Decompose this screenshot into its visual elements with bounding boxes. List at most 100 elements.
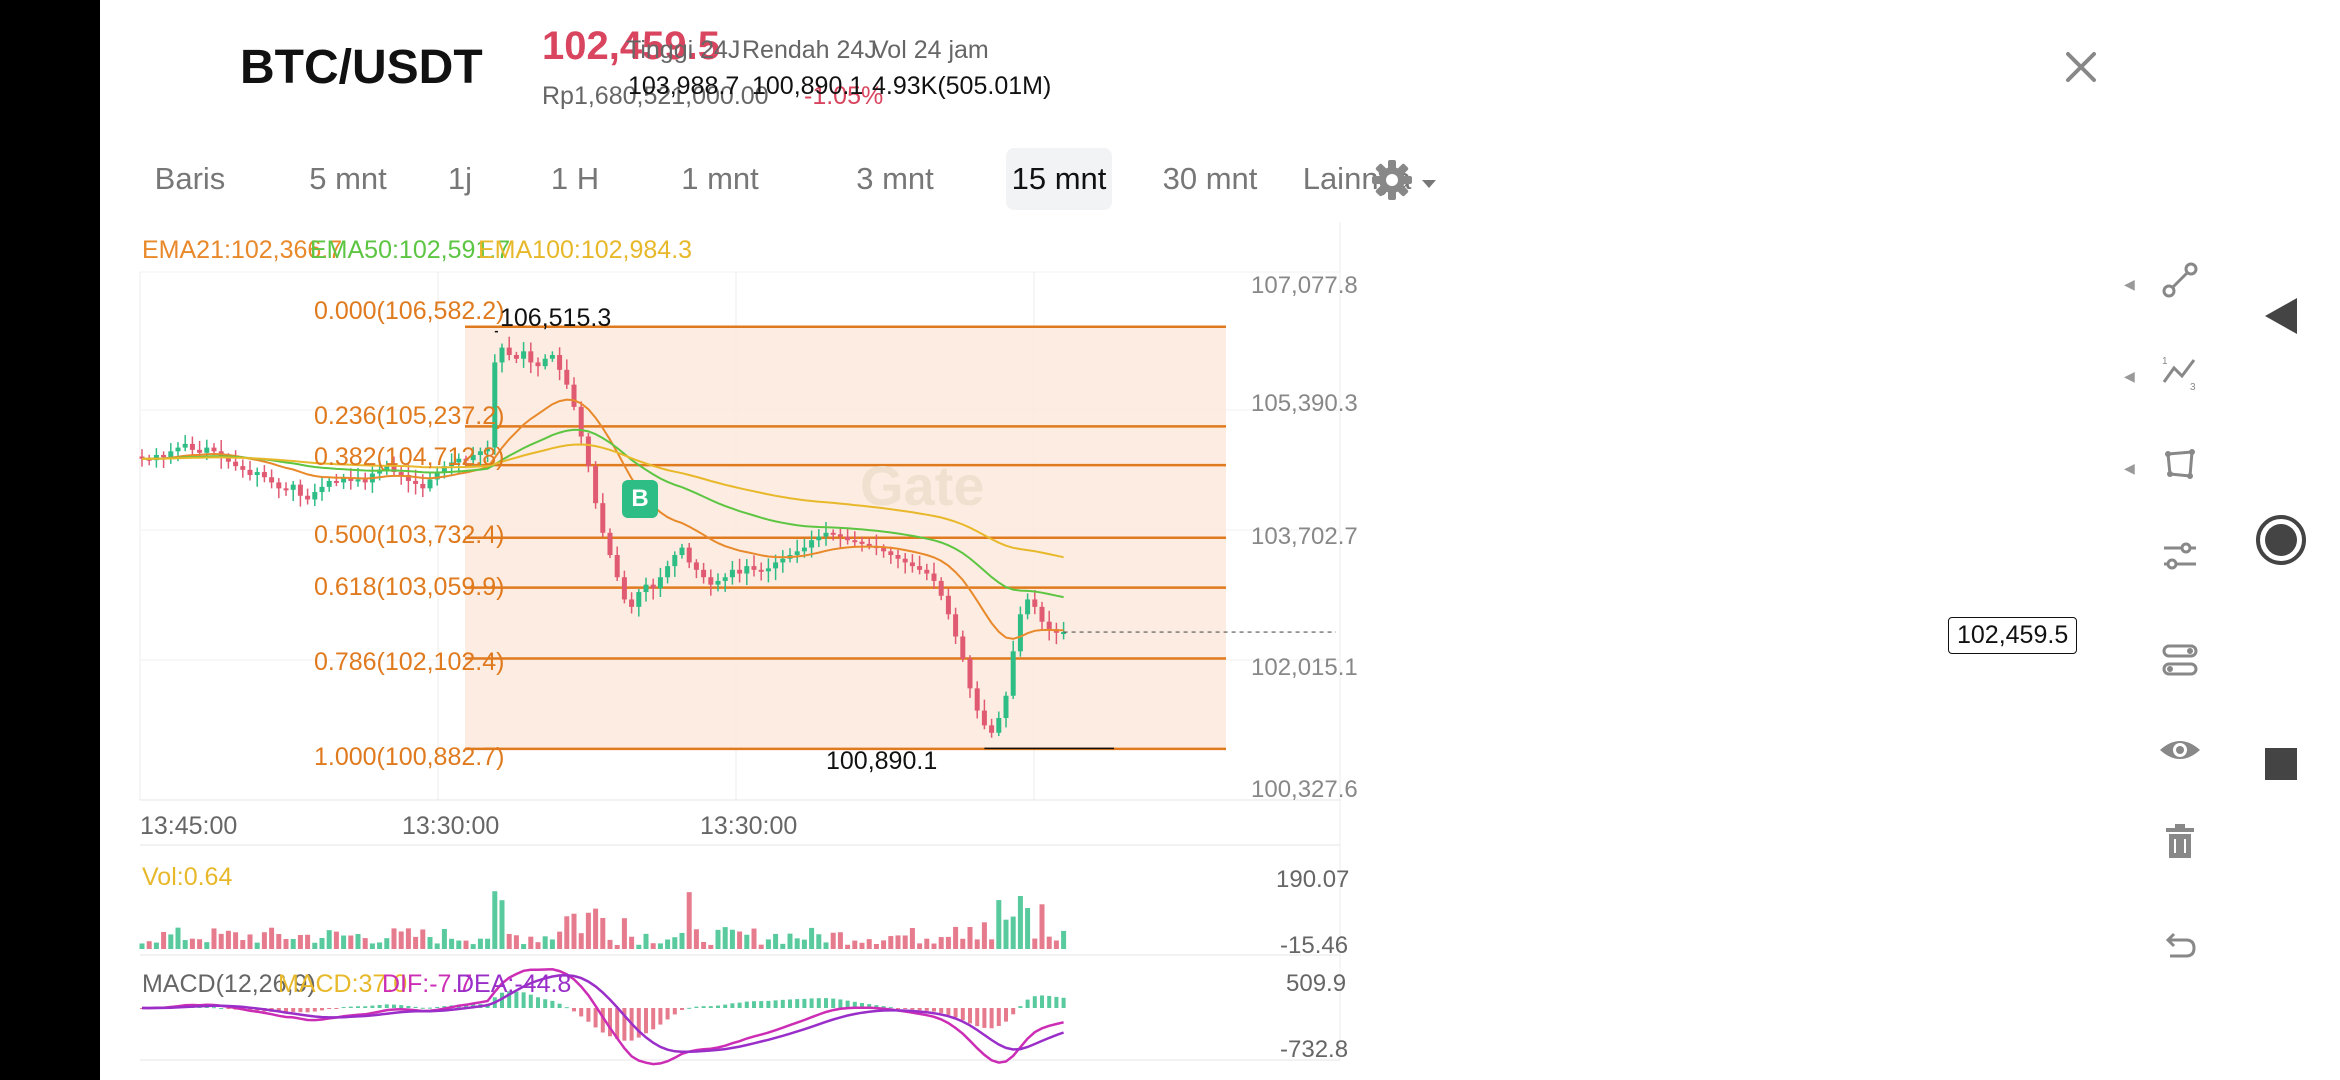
tab-3-mnt[interactable]: 3 mnt	[856, 161, 934, 196]
recents-icon[interactable]	[2222, 724, 2340, 804]
candle	[845, 527, 851, 545]
volume-bar	[873, 943, 879, 949]
stat-vol-value: 4.93K(505.01M)	[872, 72, 1052, 100]
price-axis-label: 107,077.8	[1251, 272, 1358, 299]
volume-bar	[521, 944, 527, 949]
candle	[830, 529, 836, 541]
tab-1j[interactable]: 1j	[447, 161, 473, 196]
candle	[629, 592, 635, 614]
macd-histogram-bar	[716, 1005, 720, 1008]
tab-15-mnt[interactable]: 15 mnt	[1006, 148, 1112, 210]
volume-bar	[1003, 919, 1009, 949]
back-icon[interactable]	[2222, 276, 2340, 356]
volume-bar	[564, 916, 570, 949]
macd-histogram-bar	[420, 1007, 425, 1009]
price-change: -1.05%	[804, 82, 884, 110]
volume-bar	[391, 928, 397, 949]
tab-30-mnt[interactable]: 30 mnt	[1162, 161, 1258, 196]
macd-histogram-bar	[708, 1006, 713, 1008]
candle	[809, 530, 815, 558]
candle	[996, 711, 1002, 737]
candle	[650, 578, 656, 600]
macd-histogram-bar	[802, 998, 807, 1008]
draw-line-icon[interactable]	[2150, 250, 2210, 310]
expand-arrow-icon: ◀	[2124, 368, 2135, 384]
macd-histogram-bar	[924, 1008, 929, 1011]
macd-histogram-bar	[651, 1008, 656, 1030]
macd-histogram-bar	[622, 1008, 627, 1041]
volume-bar	[168, 934, 174, 949]
caret-down-icon	[1421, 161, 1437, 197]
macd-histogram-bar	[399, 1005, 404, 1008]
volume-bar	[801, 939, 807, 949]
macd-histogram-bar	[377, 1004, 382, 1008]
volume-bar	[931, 943, 937, 949]
layout-icon[interactable]	[2150, 630, 2210, 690]
pair-title: BTC/USDT	[240, 41, 483, 94]
macd-histogram-bar	[759, 1001, 764, 1008]
candle	[938, 577, 944, 601]
home-icon[interactable]	[2222, 500, 2340, 580]
candle	[211, 443, 217, 455]
macd-histogram-bar	[1047, 995, 1052, 1008]
macd-histogram-bar	[528, 994, 533, 1008]
tab-baris[interactable]: Baris	[154, 161, 226, 196]
buy-marker[interactable]: B	[622, 480, 658, 518]
close-icon[interactable]	[2056, 42, 2106, 92]
shape-icon[interactable]	[2150, 434, 2210, 494]
volume-bar	[1046, 936, 1052, 949]
macd-histogram-bar	[1011, 1008, 1016, 1015]
volume-bar	[960, 938, 966, 949]
volume-bar	[341, 935, 347, 949]
macd-histogram-bar	[356, 1006, 360, 1008]
candle	[528, 342, 534, 374]
candle	[665, 560, 671, 584]
macd-histogram-bar	[406, 1005, 411, 1008]
candle	[729, 560, 735, 585]
volume-bar	[758, 944, 764, 949]
stat-vol-label: Vol 24 jam	[872, 36, 989, 64]
macd-histogram-bar	[327, 1008, 332, 1010]
volume-bar	[693, 929, 699, 949]
trash-icon[interactable]	[2150, 812, 2210, 872]
volume-bar	[369, 943, 375, 949]
macd-histogram-bar	[384, 1004, 389, 1008]
tab-5-mnt[interactable]: 5 mnt	[309, 161, 387, 196]
volume-bar	[686, 892, 692, 949]
macd-histogram-bar	[982, 1008, 987, 1028]
volume-bar	[895, 935, 901, 949]
candle	[600, 493, 606, 537]
volume-bar	[607, 939, 613, 949]
volume-bar	[377, 942, 383, 949]
settings-gear-icon[interactable]	[1364, 152, 1420, 208]
macd-histogram-bar	[284, 1008, 288, 1013]
tab-1h[interactable]: 1 H	[550, 161, 600, 196]
macd-histogram-bar	[744, 1001, 749, 1008]
dea-line	[142, 973, 1065, 1054]
tab-1-mnt[interactable]: 1 mnt	[681, 161, 759, 196]
settings-slider-icon[interactable]	[2150, 526, 2210, 586]
candle	[823, 521, 829, 546]
candle	[902, 553, 908, 574]
candle	[593, 461, 599, 509]
stat-low-label: Rendah 24J	[742, 36, 877, 64]
volume-bar	[441, 929, 447, 949]
volume-bar	[650, 943, 656, 949]
volume-bar	[578, 933, 584, 949]
undo-icon[interactable]	[2150, 916, 2210, 976]
candle	[470, 446, 476, 468]
candle	[139, 449, 145, 467]
macd-histogram-bar	[888, 1007, 893, 1009]
macd-histogram-bar	[694, 1006, 699, 1008]
macd-histogram-bar	[881, 1006, 886, 1008]
ema50-legend: EMA50:102,591.7	[310, 236, 511, 264]
volume-bar	[333, 931, 339, 949]
candle	[794, 539, 800, 563]
macd-histogram-bar	[212, 1007, 216, 1009]
price-chart[interactable]: Gate	[100, 0, 2222, 1080]
visibility-icon[interactable]	[2150, 720, 2210, 780]
volume-bar	[751, 928, 757, 949]
volume-bar	[837, 932, 843, 949]
volume-bar	[967, 926, 973, 949]
